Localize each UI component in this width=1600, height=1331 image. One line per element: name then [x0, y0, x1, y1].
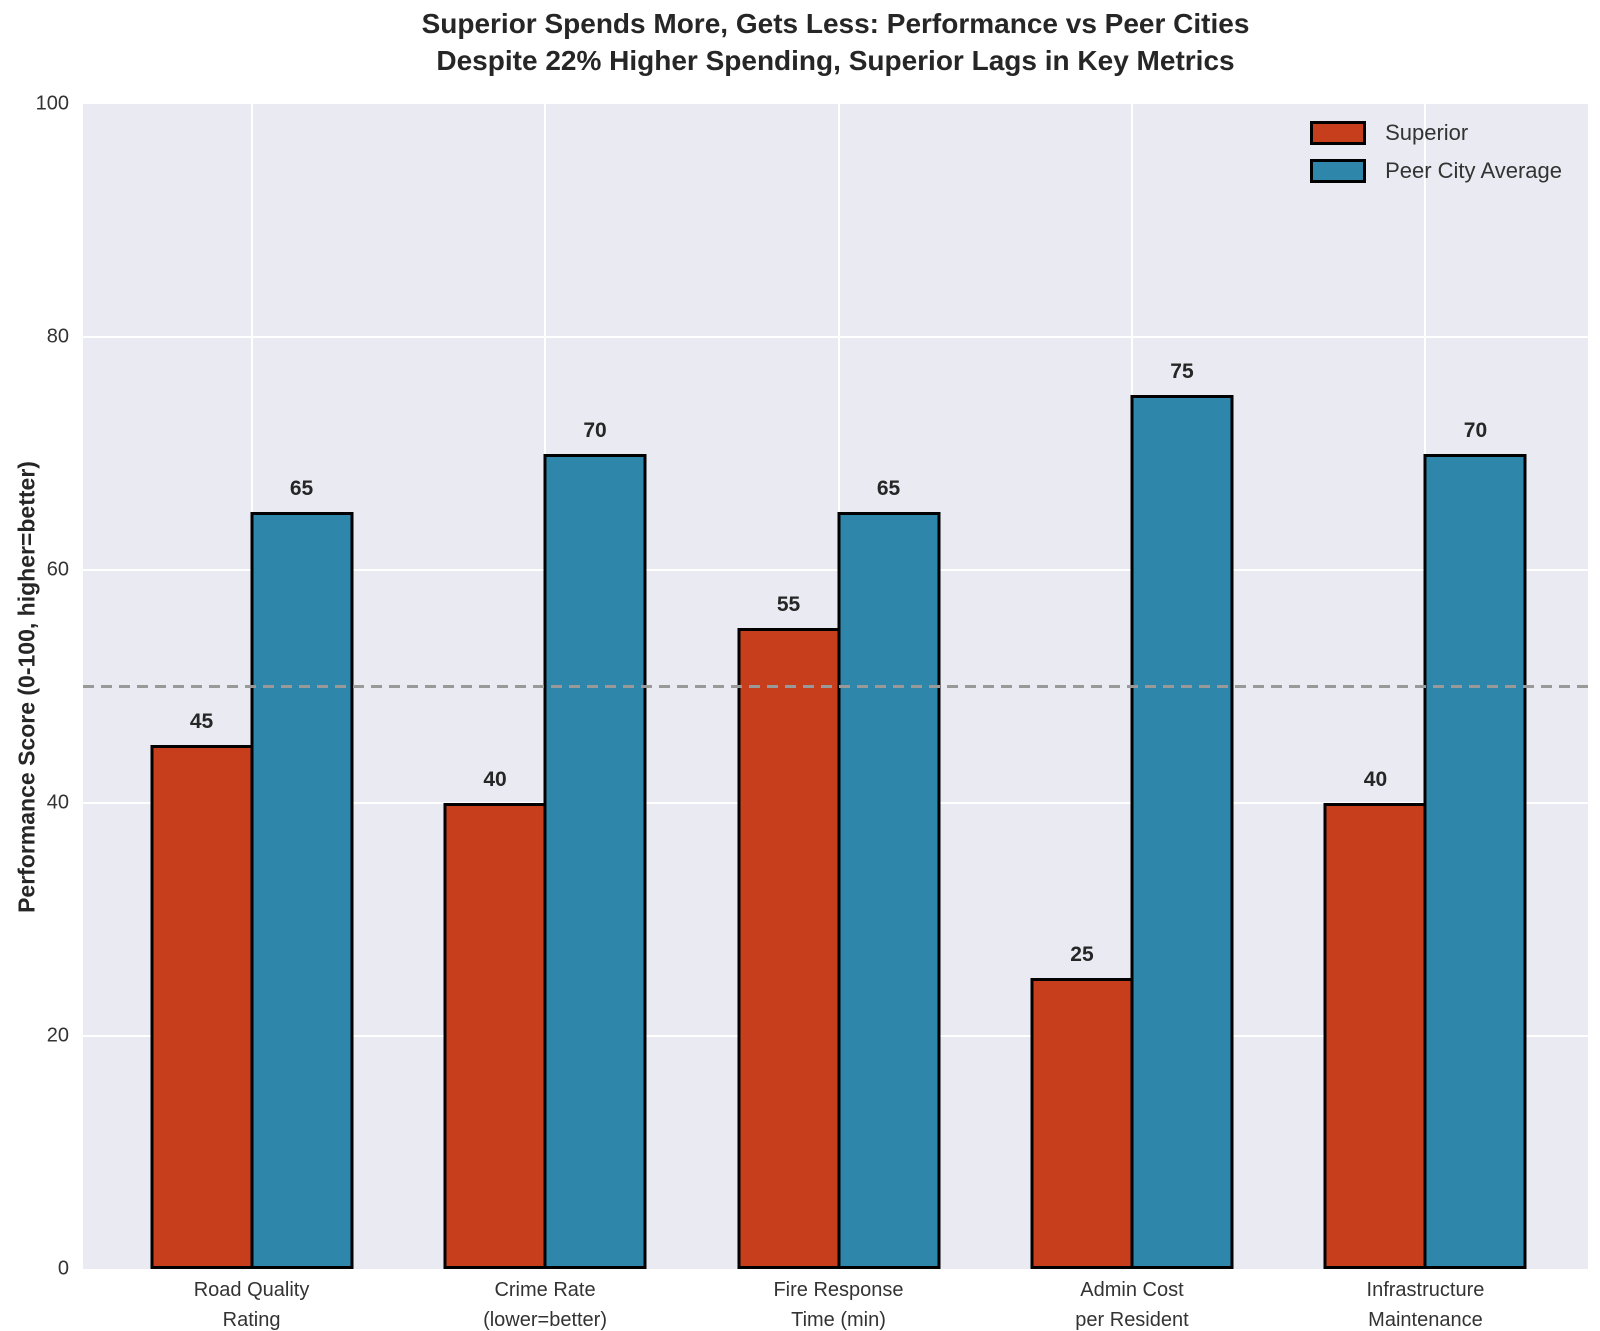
x-tick-label-line: Fire Response — [773, 1279, 904, 1301]
reference-line — [83, 684, 1588, 688]
x-tick-label-line: Road Quality — [193, 1279, 310, 1301]
y-tick-label: 20 — [46, 1024, 69, 1047]
chart-title: Superior Spends More, Gets Less: Perform… — [83, 6, 1588, 80]
x-tick-label-line: Rating — [222, 1309, 281, 1331]
x-tick-label-line: per Resident — [1075, 1309, 1189, 1331]
legend: Superior Peer City Average — [1310, 120, 1562, 184]
x-tick-label: Infrastructure Maintenance — [1367, 1275, 1485, 1331]
y-tick-label: 60 — [46, 558, 69, 581]
horizontal-gridline — [83, 336, 1588, 338]
bar-superior: 40 — [1323, 768, 1427, 1269]
bar-value-label: 55 — [776, 593, 801, 617]
horizontal-gridline — [83, 569, 1588, 571]
x-tick-label-line: Crime Rate — [494, 1279, 596, 1301]
bar-superior: 40 — [443, 768, 547, 1269]
bar-superior: 25 — [1030, 943, 1134, 1269]
bar-value-label: 70 — [1463, 418, 1488, 442]
y-tick-label: 100 — [35, 92, 69, 115]
bar-group: 55 65 — [737, 104, 940, 1269]
bar-value-label: 40 — [1363, 768, 1388, 791]
x-tick-label-line: Admin Cost — [1080, 1279, 1184, 1301]
chart-title-line1: Superior Spends More, Gets Less: Perform… — [421, 8, 1250, 39]
x-tick-label: Admin Cost per Resident — [1075, 1275, 1188, 1331]
y-tick-label: 80 — [46, 325, 69, 348]
x-tick-label-line: Infrastructure — [1366, 1279, 1485, 1301]
legend-swatch-peer-city-average — [1310, 159, 1367, 183]
legend-item: Peer City Average — [1310, 158, 1562, 184]
y-tick-label: 0 — [57, 1257, 69, 1280]
x-axis: Road Quality Rating Crime Rate (lower=bette… — [83, 1275, 1588, 1331]
legend-label: Superior — [1385, 120, 1469, 145]
bar-peer-city-average: 70 — [1423, 419, 1527, 1269]
bar-value-label: 65 — [289, 476, 314, 500]
bar-group: 40 70 — [443, 104, 647, 1269]
bar-value-label: 75 — [1170, 360, 1194, 384]
bar-group: 25 75 — [1030, 104, 1234, 1269]
bar-group: 45 65 — [150, 104, 354, 1269]
bar-peer-city-average: 65 — [250, 477, 354, 1269]
x-tick-label-line: (lower=better) — [483, 1309, 607, 1331]
legend-item: Superior — [1310, 120, 1562, 146]
bar-peer-city-average: 70 — [543, 419, 647, 1269]
y-tick-label: 40 — [46, 791, 69, 814]
x-tick-label-line: Time (min) — [791, 1309, 886, 1331]
x-tick-label-line: Maintenance — [1368, 1309, 1483, 1331]
legend-label: Peer City Average — [1385, 158, 1562, 183]
bar-peer-city-average: 75 — [1130, 360, 1234, 1269]
x-tick-label: Road Quality Rating — [194, 1275, 310, 1331]
bar-superior: 45 — [150, 710, 254, 1269]
plot-area: Superior Peer City Average 0 20 40 60 80 100 45… — [36, 93, 1588, 1280]
bar-group: 40 70 — [1323, 104, 1527, 1269]
x-tick-label: Fire Response Time (min) — [773, 1275, 903, 1331]
bar-value-label: 65 — [876, 476, 901, 500]
bar-value-label: 70 — [583, 418, 607, 442]
bar-superior: 55 — [737, 593, 840, 1269]
legend-swatch-superior — [1310, 121, 1367, 145]
bar-value-label: 45 — [189, 709, 214, 733]
y-axis-title: Performance Score (0-100, higher=better) — [13, 461, 40, 913]
bar-value-label: 25 — [1070, 942, 1094, 966]
bar-peer-city-average: 65 — [837, 477, 940, 1269]
bar-value-label: 40 — [483, 768, 507, 791]
chart-title-line2: Despite 22% Higher Spending, Superior La… — [436, 44, 1235, 76]
x-tick-label: Crime Rate (lower=better) — [483, 1275, 607, 1331]
